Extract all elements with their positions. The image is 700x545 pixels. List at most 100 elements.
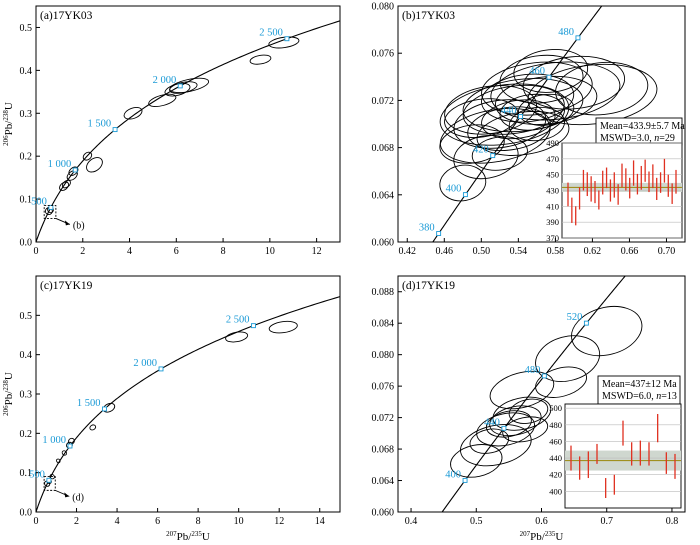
y-tick-label: 0.3 (20, 109, 33, 120)
age-marker (575, 35, 581, 41)
error-ellipse (268, 320, 298, 334)
age-label: 500 (31, 196, 47, 207)
error-ellipse (492, 396, 552, 431)
y-tick-label: 0.2 (20, 429, 33, 440)
panel-title: (b)17YK03 (402, 10, 455, 22)
concordia-group (36, 296, 340, 512)
error-ellipse (444, 85, 537, 135)
x-tick-label: 4 (127, 246, 132, 257)
x-tick-label: 8 (196, 516, 201, 527)
y-tick-label: 0.084 (372, 319, 395, 330)
age-marker (436, 231, 442, 236)
x-tick-label: 0.6 (535, 516, 548, 527)
inset-tick-label: 370 (546, 233, 559, 243)
y-tick-label: 0.060 (372, 508, 395, 519)
panel-title: (a)17YK03 (40, 10, 93, 22)
stats-box (595, 117, 683, 146)
inset-tick-label: 420 (549, 470, 562, 480)
error-ellipse (148, 93, 177, 108)
error-ellipse (469, 428, 510, 454)
error-ellipse (518, 93, 575, 126)
age-marker (541, 373, 547, 379)
error-ellipse (460, 424, 532, 467)
age-label: 420 (473, 145, 489, 156)
y-tick-label: 0.076 (372, 382, 395, 393)
x-tick-label: 0.62 (584, 246, 602, 257)
y-tick-label: 0.068 (372, 445, 395, 456)
inset-tick-label: 390 (546, 217, 559, 227)
concordia-curve (441, 276, 626, 512)
y-tick-label: 0.060 (372, 238, 395, 249)
error-ellipse (89, 424, 97, 431)
age-label: 520 (567, 312, 583, 323)
weighted-mean-inset: 400 420 440 460 480 500 (549, 403, 682, 509)
age-label: 440 (501, 105, 517, 116)
error-ellipse (527, 63, 658, 126)
error-ellipse (476, 412, 535, 447)
age-marker (158, 366, 164, 372)
age-label: 2 500 (259, 28, 283, 39)
error-ellipse (571, 306, 643, 357)
age-label: 2 000 (133, 358, 157, 369)
y-tick-label: 0.4 (20, 350, 33, 361)
age-marker (48, 204, 54, 210)
mean-label: Mean=433.9±5.7 Ma (600, 121, 685, 132)
zoom-box (43, 205, 57, 219)
y-tick-label: 0.3 (20, 390, 33, 401)
error-ellipse (489, 370, 555, 410)
age-label: 460 (529, 66, 545, 77)
error-ellipse (86, 157, 103, 173)
zoom-label: (d) (72, 492, 84, 503)
concordia-group (432, 6, 658, 242)
age-label: 480 (525, 365, 541, 376)
error-ellipse (61, 450, 67, 456)
age-label: 2 500 (226, 315, 250, 326)
age-marker (112, 127, 118, 133)
error-ellipse (494, 75, 598, 125)
y-tick-label: 0.088 (372, 287, 395, 298)
x-tick-label: 0 (34, 516, 39, 527)
x-tick-label: 0.42 (399, 246, 417, 257)
age-marker (462, 477, 468, 483)
age-label: 2 000 (153, 75, 177, 86)
y-axis-label: 206Pb/238U (2, 102, 15, 146)
x-tick-label: 0.54 (510, 246, 528, 257)
x-tick-label: 10 (234, 516, 244, 527)
error-ellipse (61, 179, 71, 189)
error-ellipse (502, 416, 549, 443)
panel-2: 0.42 0.46 0.50 0.54 0.58 0.62 0.66 0.70 0.060 0.0… (372, 2, 686, 257)
age-label: 500 (29, 469, 45, 480)
error-ellipse (508, 106, 565, 142)
error-ellipse (450, 444, 503, 478)
x-tick-label: 0.66 (621, 246, 639, 257)
x-tick-label: 0.70 (658, 246, 676, 257)
y-tick-label: 0.4 (20, 66, 33, 77)
error-ellipse (508, 398, 549, 424)
concordia-curve (36, 296, 340, 512)
age-marker (518, 114, 524, 119)
x-tick-label: 12 (274, 516, 284, 527)
y-tick-label: 0.064 (372, 476, 395, 487)
age-label: 480 (558, 27, 574, 38)
x-tick-label: 12 (312, 246, 322, 257)
age-marker (284, 36, 290, 42)
x-tick-label: 2 (74, 516, 79, 527)
stats-box (597, 375, 681, 405)
mean-label: Mean=437±12 Ma (602, 379, 677, 390)
zoom-arrow-head (64, 492, 70, 498)
plot-frame (397, 5, 686, 243)
age-label: 400 (446, 184, 462, 195)
y-tick-label: 0.1 (20, 468, 33, 479)
age-marker (177, 83, 183, 89)
panel-title: (d)17YK19 (402, 280, 455, 292)
error-ellipse (169, 77, 210, 94)
y-tick-label: 0.0 (20, 238, 33, 249)
x-tick-label: 0.50 (473, 246, 491, 257)
x-tick-label: 0.8 (666, 516, 679, 527)
error-ellipse (535, 366, 587, 398)
error-ellipse (249, 54, 272, 65)
error-ellipse (123, 107, 143, 120)
error-ellipse (56, 458, 61, 464)
mswd-label: MSWD=6.0, n=13 (602, 391, 677, 402)
inset-tick-label: 400 (549, 486, 562, 496)
